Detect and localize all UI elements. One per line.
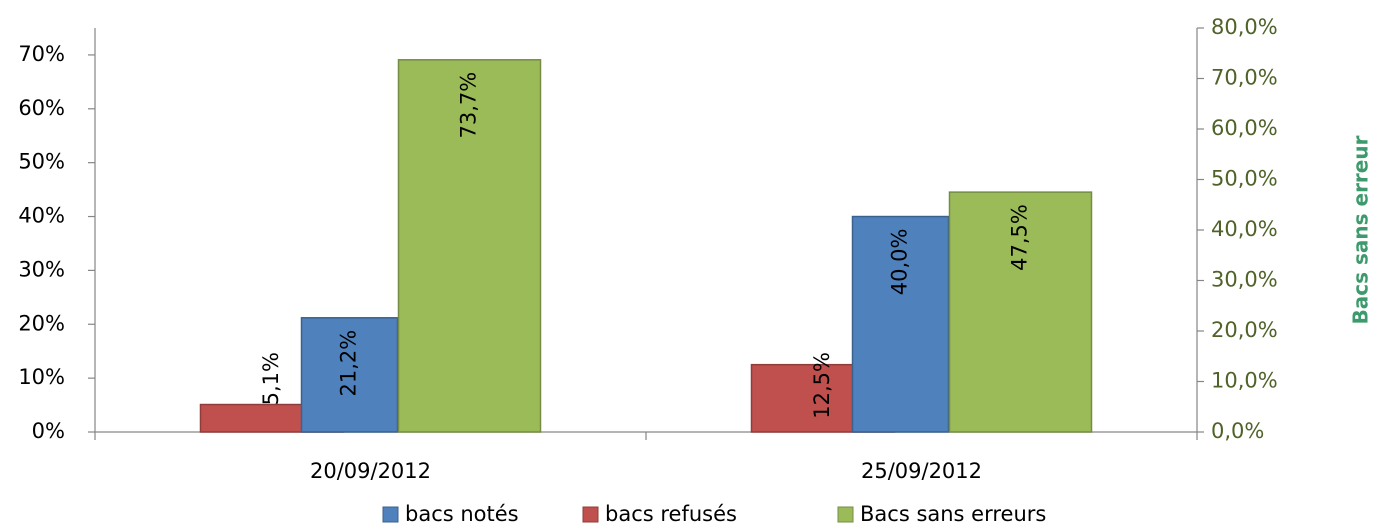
legend-swatch bbox=[582, 506, 599, 523]
bar bbox=[851, 215, 950, 433]
y2-axis-title: Bacs sans erreur bbox=[1349, 135, 1373, 324]
y-tick-label: 30% bbox=[18, 257, 65, 281]
y2-tick-label: 20,0% bbox=[1211, 318, 1278, 342]
y2-tick-label: 40,0% bbox=[1211, 217, 1278, 241]
y2-tick-label: 30,0% bbox=[1211, 268, 1278, 292]
bar bbox=[948, 191, 1093, 433]
y-tick-label: 20% bbox=[18, 311, 65, 335]
bar bbox=[300, 317, 399, 433]
x-tick-label: 20/09/2012 bbox=[310, 459, 431, 483]
y-tick-label: 70% bbox=[18, 42, 65, 66]
y-tick-label: 10% bbox=[18, 365, 65, 389]
y2-tick-label: 10,0% bbox=[1211, 369, 1278, 393]
data-label: 40,0% bbox=[888, 229, 912, 296]
data-label: 12,5% bbox=[810, 352, 834, 419]
legend-label: Bacs sans erreurs bbox=[860, 502, 1046, 525]
y2-tick-label: 0,0% bbox=[1211, 419, 1264, 443]
data-label: 5,1% bbox=[259, 352, 283, 405]
y2-tick-label: 50,0% bbox=[1211, 167, 1278, 191]
legend-label: bacs refusés bbox=[605, 502, 737, 525]
y-tick-label: 40% bbox=[18, 204, 65, 228]
x-tick-label: 25/09/2012 bbox=[861, 459, 982, 483]
legend-swatch bbox=[382, 506, 399, 523]
y-tick-label: 0% bbox=[32, 419, 65, 443]
y2-tick-label: 80,0% bbox=[1211, 15, 1278, 39]
y2-tick-label: 70,0% bbox=[1211, 66, 1278, 90]
y2-tick-label: 60,0% bbox=[1211, 116, 1278, 140]
bar bbox=[397, 59, 542, 433]
data-label: 73,7% bbox=[457, 72, 481, 139]
legend-label: bacs notés bbox=[405, 502, 519, 525]
data-label: 47,5% bbox=[1008, 204, 1032, 271]
y-tick-label: 50% bbox=[18, 150, 65, 174]
data-label: 21,2% bbox=[337, 330, 361, 397]
legend-swatch bbox=[837, 506, 854, 523]
y-tick-label: 60% bbox=[18, 96, 65, 120]
